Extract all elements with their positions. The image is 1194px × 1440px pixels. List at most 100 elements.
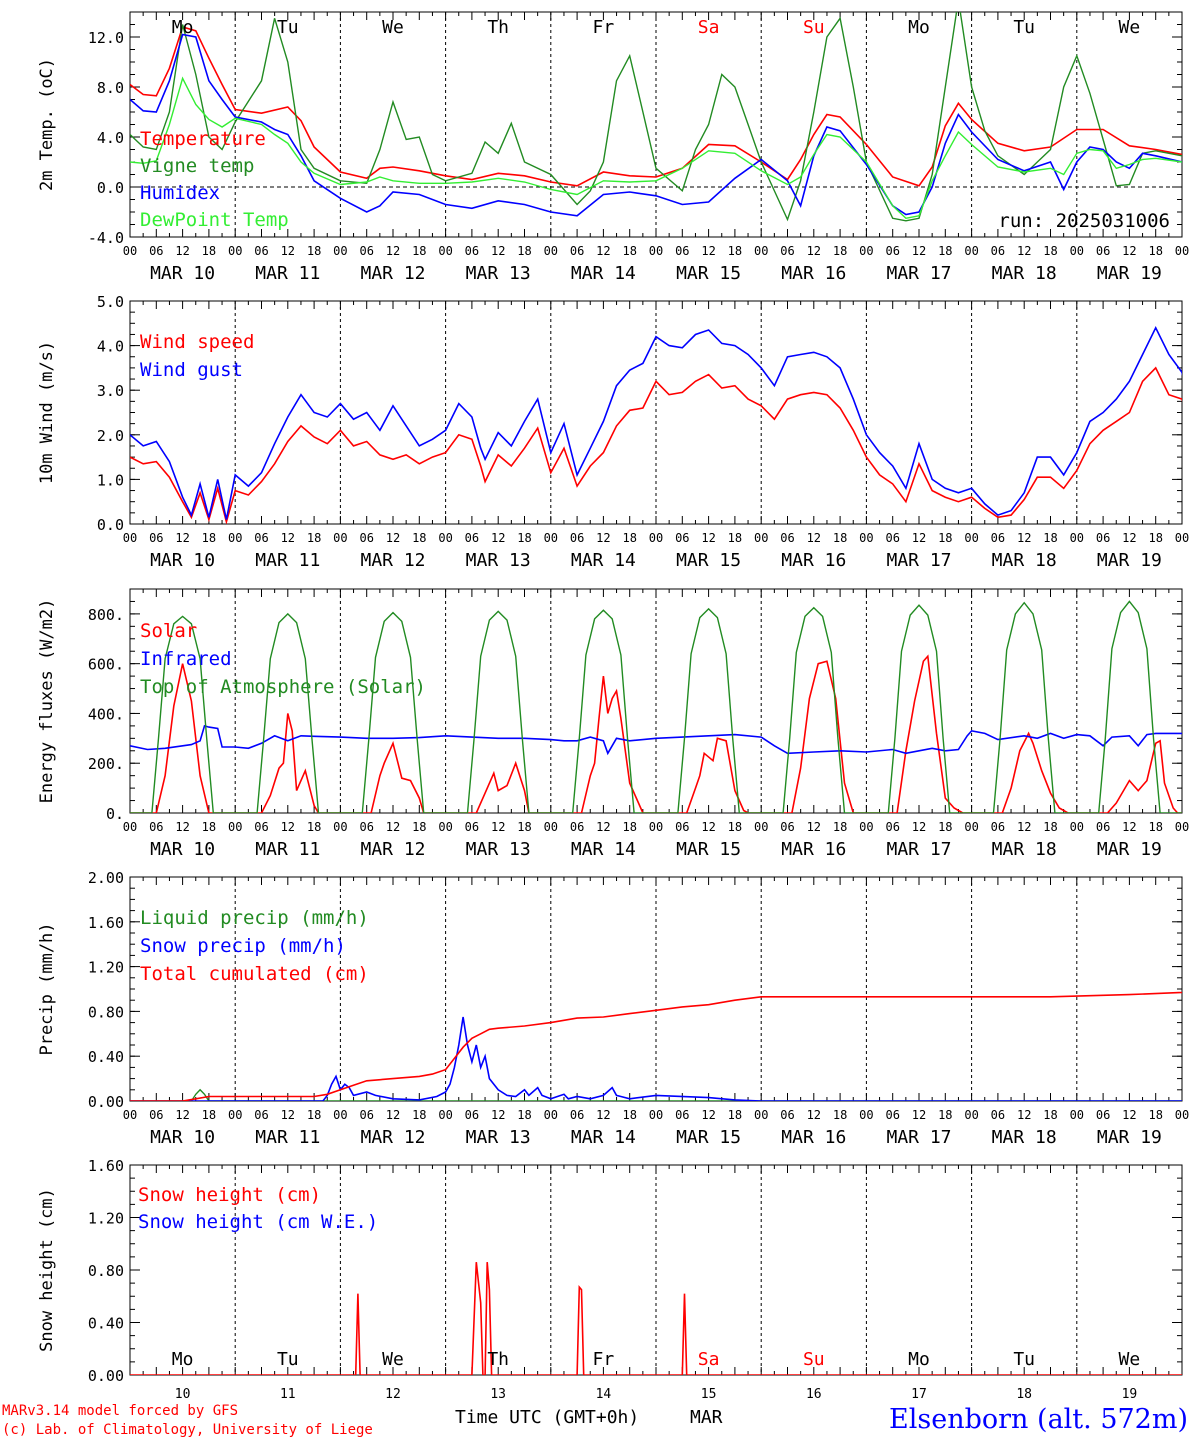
day-number-label: 12 <box>385 1387 401 1402</box>
hour-label: 18 <box>307 244 321 258</box>
hour-label: 06 <box>570 820 584 834</box>
weekday-label-bottom: Sa <box>698 1349 720 1370</box>
y-tick-label: 200. <box>88 755 124 773</box>
hour-label: 12 <box>491 244 505 258</box>
y-tick-label: 0.00 <box>88 1367 124 1385</box>
y-tick-label: 2.0 <box>97 427 124 445</box>
hour-label: 06 <box>149 244 163 258</box>
weekday-label-top: Tu <box>277 17 299 38</box>
hour-label: 12 <box>1122 531 1136 545</box>
y-tick-label: 400. <box>88 705 124 723</box>
y-tick-label: 4.0 <box>97 129 124 147</box>
hour-label: 06 <box>359 820 373 834</box>
weekday-label-bottom: We <box>382 1349 404 1370</box>
series-line-liquid-precip-mm-h- <box>130 1088 1182 1101</box>
y-tick-label: 1.60 <box>88 1157 124 1175</box>
date-label: MAR 16 <box>781 550 846 571</box>
legend-entry: Top of Atmosphere (Solar) <box>140 676 426 698</box>
series-line-infrared <box>130 724 1182 756</box>
hour-label: 18 <box>202 531 216 545</box>
hour-label: 12 <box>701 244 715 258</box>
weekday-label-top: Fr <box>593 17 615 38</box>
date-label: MAR 17 <box>886 839 951 860</box>
hour-label: 06 <box>675 820 689 834</box>
series-line-solar <box>130 654 1182 813</box>
hour-label: 18 <box>728 1108 742 1122</box>
hour-label: 06 <box>1096 531 1110 545</box>
hour-label: 18 <box>307 531 321 545</box>
hour-label: 12 <box>912 531 926 545</box>
legend-entry: Snow precip (mm/h) <box>140 935 346 957</box>
weekday-label-top: Mo <box>908 17 930 38</box>
y-axis-label: 10m Wind (m/s) <box>37 341 57 484</box>
date-label: MAR 16 <box>781 839 846 860</box>
date-label: MAR 14 <box>571 839 636 860</box>
day-number-label: 17 <box>911 1387 927 1402</box>
y-axis-label: Snow height (cm) <box>37 1188 57 1352</box>
hour-label: 18 <box>307 1108 321 1122</box>
hour-label: 06 <box>149 531 163 545</box>
hour-label: 18 <box>728 531 742 545</box>
hour-label: 18 <box>1043 820 1057 834</box>
hour-label: 00 <box>544 531 558 545</box>
hour-label: 06 <box>780 820 794 834</box>
hour-label: 18 <box>1148 1108 1162 1122</box>
hour-label: 18 <box>517 1108 531 1122</box>
legend-entry: Wind speed <box>140 331 254 353</box>
date-label: MAR 19 <box>1097 1127 1162 1148</box>
weekday-labels: Mo Mo Tu Tu We We Th Th Fr Fr Sa Sa Su Su Mo Mo Tu Tu We We <box>172 17 1140 1370</box>
hour-label: 12 <box>1017 820 1031 834</box>
hour-label: 00 <box>438 244 452 258</box>
hour-label: 12 <box>491 531 505 545</box>
hour-label: 00 <box>754 820 768 834</box>
date-label: MAR 10 <box>150 263 215 284</box>
panel-1: -4.0 0.0 4.0 8.0 12.0 2m Temp. (oC) 00 06 12 18 00… <box>37 11 1189 284</box>
panel-frame <box>129 11 1183 238</box>
hour-label: 12 <box>1017 244 1031 258</box>
series-line-top-of-atmosphere-solar- <box>130 600 1182 813</box>
legend-entry: Liquid precip (mm/h) <box>140 907 369 929</box>
hour-label: 12 <box>1017 1108 1031 1122</box>
series-line-temperature <box>130 26 1182 187</box>
day-number-label: 11 <box>280 1387 296 1402</box>
hour-label: 12 <box>281 820 295 834</box>
y-tick-label: 0.0 <box>97 179 124 197</box>
y-tick-label: 0.40 <box>88 1048 124 1066</box>
hour-label: 18 <box>517 820 531 834</box>
date-label: MAR 17 <box>886 263 951 284</box>
series-line-humidex <box>130 33 1182 217</box>
hour-label: 12 <box>175 531 189 545</box>
weekday-label-top: We <box>382 17 404 38</box>
hour-label: 12 <box>596 1108 610 1122</box>
hour-label: 12 <box>1122 820 1136 834</box>
series-group <box>130 600 1182 813</box>
hour-label: 18 <box>728 820 742 834</box>
hour-label: 06 <box>254 244 268 258</box>
hour-label: 00 <box>1070 820 1084 834</box>
hour-label: 00 <box>649 244 663 258</box>
hour-label: 06 <box>1096 244 1110 258</box>
hour-label: 00 <box>544 820 558 834</box>
hour-label: 12 <box>701 531 715 545</box>
day-number-label: 18 <box>1016 1387 1032 1402</box>
hour-label: 18 <box>1148 531 1162 545</box>
date-label: MAR 10 <box>150 839 215 860</box>
hour-label: 00 <box>754 531 768 545</box>
hour-label: 12 <box>491 820 505 834</box>
series-line-vigne-temp <box>130 12 1182 222</box>
hour-label: 00 <box>754 1108 768 1122</box>
hour-label: 00 <box>649 820 663 834</box>
hour-label: 06 <box>675 531 689 545</box>
day-number-label: 16 <box>806 1387 822 1402</box>
panel-3: 0. 200. 400. 600. 800. Energy fluxes (W/m2) 00… <box>37 588 1189 860</box>
weekday-label-top: Mo <box>172 17 194 38</box>
y-tick-label: 0.80 <box>88 1262 124 1280</box>
hour-label: 00 <box>438 820 452 834</box>
hour-label: 06 <box>991 1108 1005 1122</box>
hour-label: 18 <box>517 244 531 258</box>
hour-label: 00 <box>859 820 873 834</box>
weekday-label-bottom: Tu <box>277 1349 299 1370</box>
y-tick-label: 0.00 <box>88 1093 124 1111</box>
hour-label: 18 <box>622 1108 636 1122</box>
hour-label: 06 <box>465 1108 479 1122</box>
